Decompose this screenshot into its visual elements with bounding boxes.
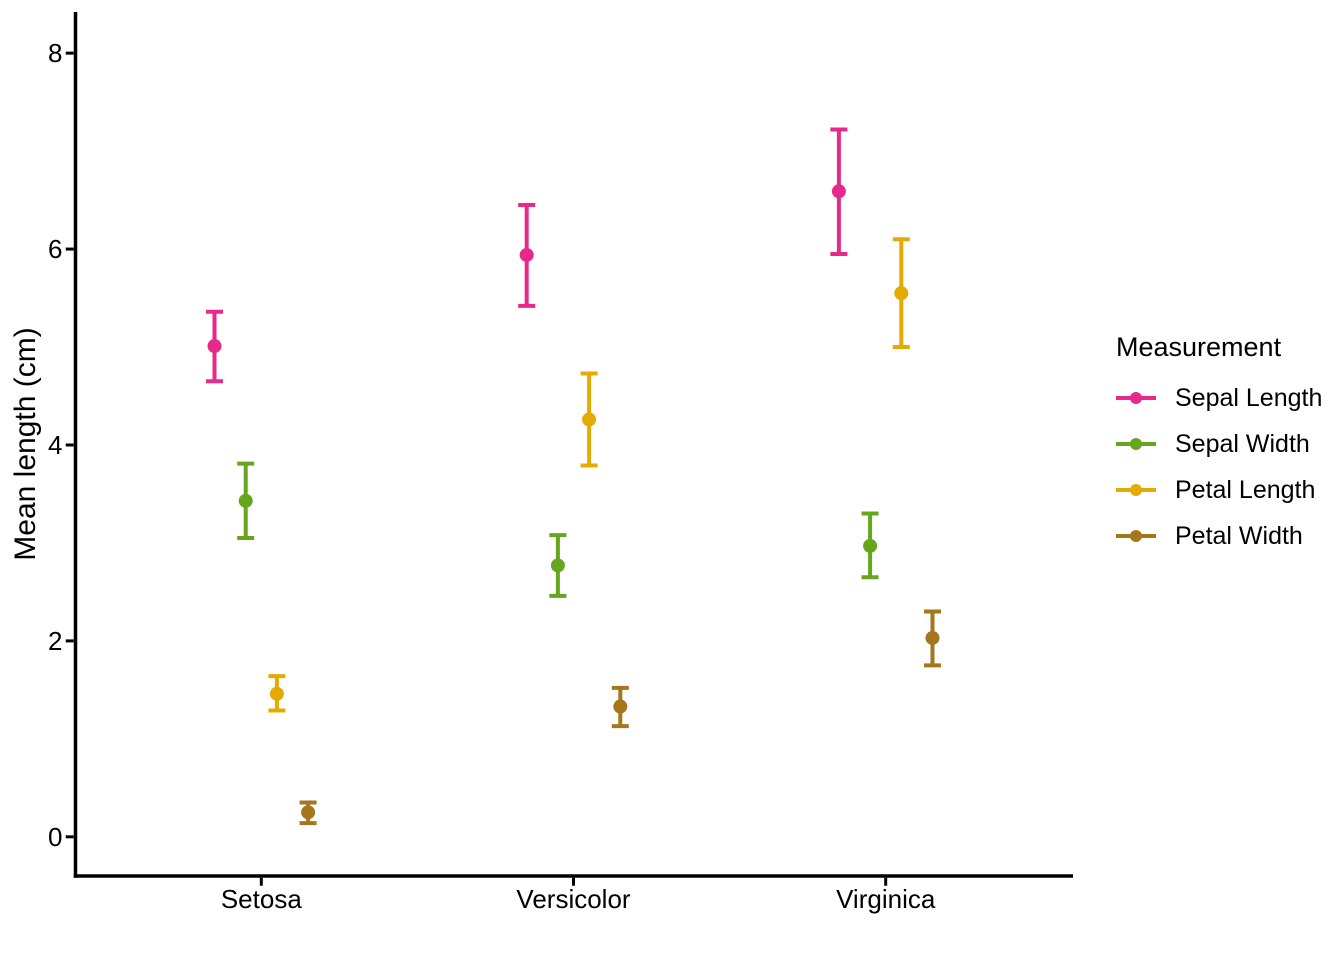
legend-key-dot [1130,392,1142,404]
legend-item-petal-width: Petal Width [1116,513,1322,559]
point-sepal-length-virginica [831,184,846,199]
pointrange-petal-width-setosa [299,800,317,826]
point-petal-length-versicolor [582,412,597,427]
x-tick-label-versicolor: Versicolor [516,884,630,914]
point-sepal-length-versicolor [519,247,534,262]
legend-key-dot [1130,530,1142,542]
pointrange-petal-width-versicolor [611,685,629,729]
legend-key-sepal-length-icon [1116,390,1156,406]
legend: Measurement Sepal Length Sepal Width Petal… [1116,331,1322,559]
legend-item-sepal-width: Sepal Width [1116,421,1322,467]
pointrange-sepal-width-setosa [237,461,255,541]
y-tick-label-0: 0 [48,822,62,852]
legend-items: Sepal Length Sepal Width Petal Length Petal… [1116,375,1322,559]
pointrange-sepal-width-versicolor [549,533,567,598]
y-axis-title: Mean length (cm) [9,327,42,561]
point-petal-length-virginica [894,286,909,301]
legend-key-petal-width-icon [1116,528,1156,544]
legend-item-sepal-length: Sepal Length [1116,375,1322,421]
point-petal-width-virginica [925,630,940,645]
y-tick-label-2: 2 [48,626,62,656]
point-petal-width-versicolor [613,699,628,714]
pointrange-sepal-length-setosa [206,309,224,384]
pointrange-petal-width-virginica [923,609,941,668]
x-tick-label-virginica: Virginica [836,884,936,914]
point-petal-length-setosa [269,686,284,701]
x-tick-label-setosa: Setosa [221,884,302,914]
legend-item-petal-length: Petal Length [1116,467,1322,513]
legend-key-sepal-width-icon [1116,436,1156,452]
point-petal-width-setosa [301,805,316,820]
legend-key-dot [1130,438,1142,450]
y-tick-label-6: 6 [48,234,62,264]
y-tick-label-4: 4 [48,430,62,460]
legend-label-sepal-width: Sepal Width [1175,429,1310,458]
pointrange-sepal-width-virginica [861,511,879,580]
pointrange-sepal-length-virginica [830,127,848,256]
y-tick-label-8: 8 [48,38,62,68]
legend-key-dot [1130,484,1142,496]
legend-label-petal-width: Petal Width [1175,521,1303,550]
point-sepal-width-setosa [238,493,253,508]
legend-label-sepal-length: Sepal Length [1175,383,1323,412]
legend-title: Measurement [1116,332,1282,362]
pointrange-petal-length-versicolor [580,371,598,468]
legend-key-petal-length-icon [1116,482,1156,498]
pointrange-petal-length-virginica [892,237,910,350]
point-sepal-width-versicolor [550,558,565,573]
legend-label-petal-length: Petal Length [1175,475,1316,504]
pointrange-sepal-length-versicolor [518,202,536,308]
point-sepal-length-setosa [207,339,222,354]
point-sepal-width-virginica [863,538,878,553]
pointrange-petal-length-setosa [268,674,286,713]
